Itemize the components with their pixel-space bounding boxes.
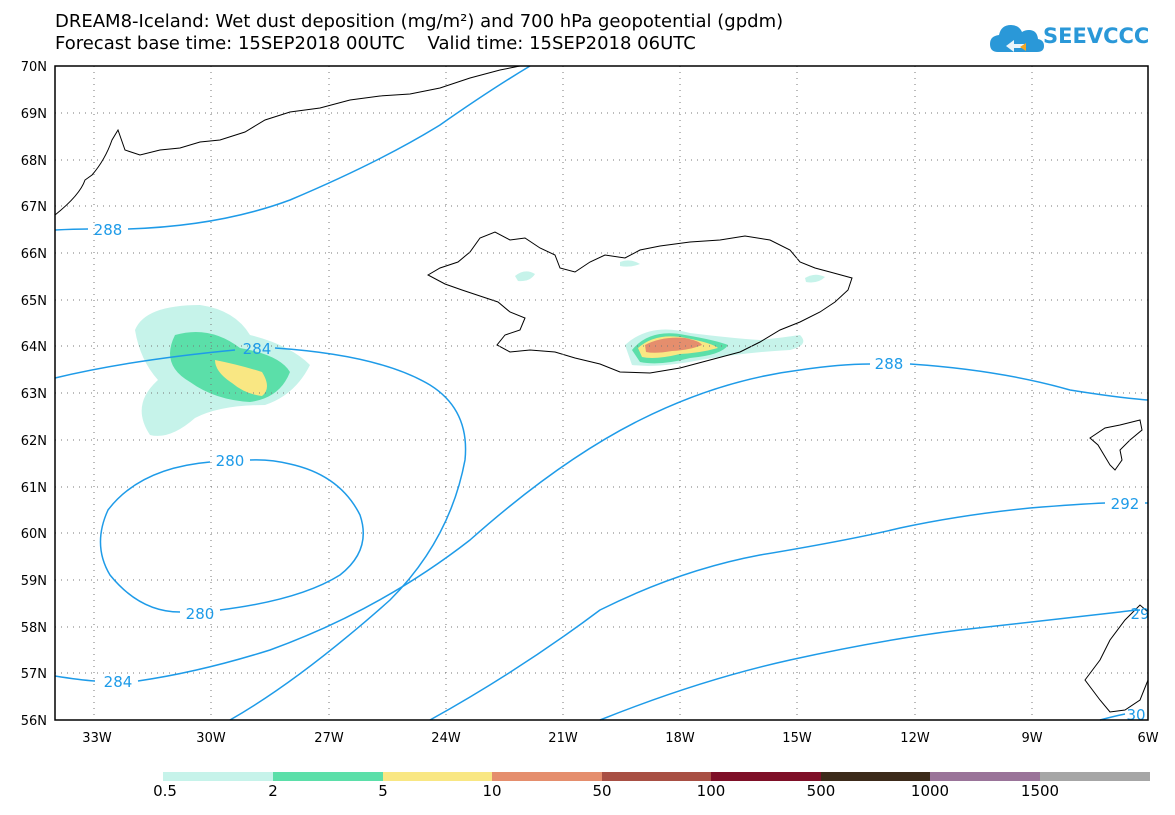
colorbar-swatch	[163, 772, 273, 781]
lat-label: 70N	[21, 60, 47, 75]
lat-label: 60N	[21, 527, 47, 542]
lat-label: 67N	[21, 200, 47, 215]
colorbar-label: 500	[806, 782, 836, 800]
colorbar-swatch	[492, 772, 602, 781]
contour-288-west	[54, 65, 531, 231]
lon-label: 9W	[1021, 731, 1042, 746]
lat-label: 64N	[21, 340, 47, 355]
colorbar-swatch	[711, 772, 821, 781]
colorbar-label: 10	[482, 782, 502, 800]
greenland-coast	[54, 65, 521, 216]
lon-label: 12W	[900, 731, 930, 746]
lat-label: 56N	[21, 714, 47, 729]
lon-label: 15W	[782, 731, 812, 746]
lon-label: 33W	[82, 731, 112, 746]
lat-label: 65N	[21, 294, 47, 309]
graticule	[55, 66, 1148, 720]
map-title-line-1: DREAM8-Iceland: Wet dust deposition (mg/…	[55, 11, 784, 32]
lat-label: 58N	[21, 621, 47, 636]
lon-label: 24W	[431, 731, 461, 746]
contour-label-288-west: 288	[94, 221, 123, 239]
contour-label-292: 292	[1111, 495, 1140, 513]
lon-label: 30W	[196, 731, 226, 746]
colorbar-label: 2	[268, 782, 278, 800]
lon-label: 6W	[1137, 731, 1158, 746]
colorbar-swatch	[930, 772, 1040, 781]
lat-label: 66N	[21, 247, 47, 262]
lat-label: 57N	[21, 667, 47, 682]
contour-label-280-top: 280	[216, 452, 245, 470]
longitude-labels: 33W 30W 27W 24W 21W 18W 15W 12W 9W 6W	[82, 731, 1158, 746]
lat-label: 68N	[21, 154, 47, 169]
latitude-labels: 70N 69N 68N 67N 66N 65N 64N 63N 62N 61N …	[21, 60, 47, 729]
dust-deposition-shading	[135, 260, 825, 436]
norway-coast-north	[1089, 419, 1143, 471]
contour-label-284-bottom: 284	[104, 673, 133, 691]
lat-label: 63N	[21, 387, 47, 402]
colorbar-label: 1000	[910, 782, 950, 800]
iceland-coast	[426, 231, 853, 374]
contour-labels: 288 284 280 280 284 288 292 29 30	[94, 221, 1150, 724]
contour-label-284-top: 284	[243, 340, 272, 358]
lon-label: 27W	[314, 731, 344, 746]
colorbar-swatch	[273, 772, 383, 781]
colorbar	[163, 772, 1150, 781]
lat-label: 61N	[21, 481, 47, 496]
logo-text: SEEVCCC	[1043, 24, 1150, 48]
colorbar-label: 1500	[1020, 782, 1060, 800]
contour-300	[1099, 713, 1126, 721]
contour-284-south	[54, 363, 1149, 682]
cloud-icon	[990, 25, 1044, 52]
contour-label-296-edge: 29	[1130, 605, 1149, 623]
colorbar-label: 0.5	[153, 782, 177, 800]
colorbar-label: 5	[378, 782, 388, 800]
map-frame	[54, 65, 1149, 721]
colorbar-label: 50	[592, 782, 612, 800]
colorbar-swatch	[602, 772, 711, 781]
contour-284	[54, 347, 467, 721]
lat-label: 62N	[21, 434, 47, 449]
colorbar-swatch	[821, 772, 930, 781]
colorbar-swatch	[1040, 772, 1150, 781]
lon-label: 18W	[665, 731, 695, 746]
lat-label: 59N	[21, 574, 47, 589]
contour-280	[99, 459, 364, 613]
contour-label-288-east: 288	[875, 355, 904, 373]
colorbar-label: 100	[696, 782, 726, 800]
contour-label-280-bottom: 280	[186, 605, 215, 623]
contour-292	[429, 502, 1148, 721]
coastlines	[54, 65, 1149, 713]
colorbar-swatch	[383, 772, 492, 781]
contour-296	[599, 609, 1141, 721]
lon-label: 21W	[548, 731, 578, 746]
map-title-line-2: Forecast base time: 15SEP2018 00UTC Vali…	[55, 33, 696, 54]
contour-label-300-edge: 30	[1126, 706, 1145, 724]
lat-label: 69N	[21, 107, 47, 122]
